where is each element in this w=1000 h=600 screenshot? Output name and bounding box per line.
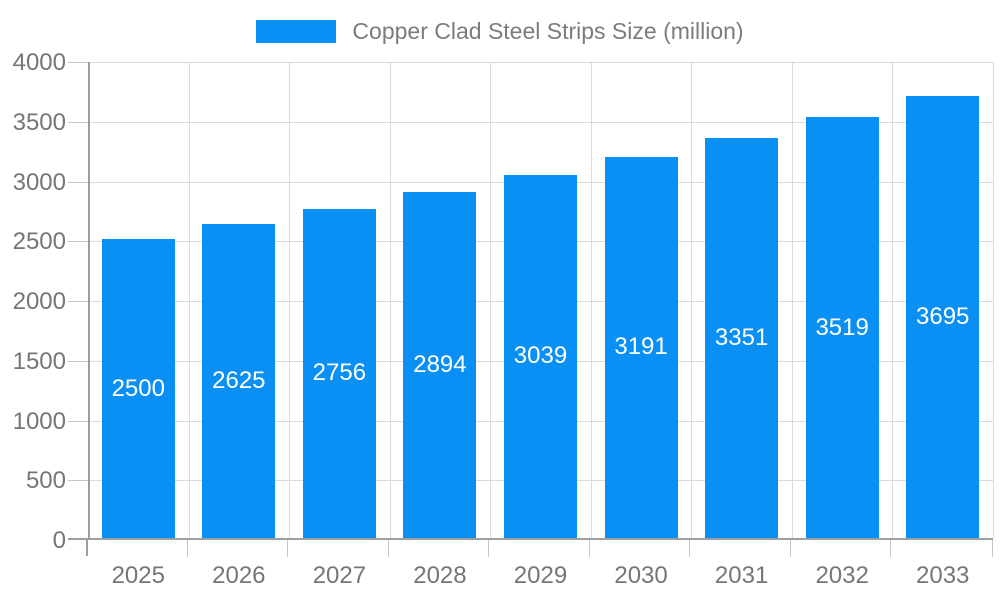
x-axis-tick	[387, 540, 389, 557]
y-axis-tick	[68, 480, 88, 482]
x-axis-tick-label: 2028	[413, 562, 467, 589]
y-axis-tick-label: 1000	[12, 407, 66, 435]
bar-value-label: 3519	[815, 313, 869, 341]
x-axis-tick-label: 2032	[815, 562, 869, 589]
bar: 3519	[805, 117, 879, 538]
bar: 3191	[604, 156, 678, 538]
x-axis-tick-label: 2030	[614, 562, 668, 589]
v-gridline	[791, 62, 793, 538]
plot-area: 2500 2625 2756 2894 3039 3191 3351 3519 3695	[88, 62, 994, 540]
bar: 2500	[101, 239, 175, 538]
y-axis-tick-label: 3500	[12, 108, 66, 136]
y-axis-tick-label: 2000	[12, 288, 66, 315]
v-gridline	[188, 62, 190, 538]
x-axis-tick-label: 2029	[513, 562, 568, 589]
x-axis-tick	[588, 540, 590, 557]
v-gridline	[389, 62, 391, 538]
v-gridline	[993, 62, 994, 538]
h-gridline	[90, 121, 993, 123]
y-axis-overhang	[86, 540, 88, 556]
y-axis-tick-label: 500	[25, 467, 66, 495]
bar-value-label: 2500	[111, 374, 165, 402]
x-axis-tick	[287, 540, 289, 557]
x-axis-tick-label: 2027	[312, 562, 367, 589]
chart-legend: Copper Clad Steel Strips Size (million)	[0, 18, 1000, 45]
x-axis-tick	[186, 540, 188, 557]
bar: 2894	[403, 192, 477, 538]
bar-value-label: 3191	[614, 333, 668, 361]
bar: 2756	[302, 208, 376, 538]
x-axis-tick-label: 2025	[111, 562, 165, 589]
bar-value-label: 3695	[916, 303, 970, 331]
v-gridline	[289, 62, 291, 538]
legend-series-label: Copper Clad Steel Strips Size (million)	[352, 18, 744, 44]
x-axis-tick	[789, 540, 791, 557]
y-axis-tick	[68, 181, 88, 183]
v-gridline	[691, 62, 693, 538]
y-axis-tick	[68, 121, 88, 123]
bar: 3695	[906, 96, 980, 538]
y-axis-tick	[68, 62, 88, 63]
y-axis-tick	[68, 301, 88, 302]
x-axis-overhang	[68, 538, 88, 540]
x-axis-tick	[689, 540, 691, 557]
y-axis-tick-label: 0	[52, 527, 66, 554]
x-axis-tick-label: 2031	[714, 562, 769, 589]
y-axis-tick-label: 3000	[12, 168, 66, 196]
y-axis-tick-label: 4000	[12, 49, 66, 76]
x-axis-tick	[890, 540, 892, 557]
bar: 2625	[202, 224, 276, 538]
bar: 3039	[504, 174, 577, 538]
h-gridline	[90, 62, 993, 63]
x-axis-tick-label: 2026	[212, 562, 266, 589]
y-axis-tick	[68, 360, 88, 362]
y-axis-tick-label: 2500	[12, 228, 66, 256]
bar-value-label: 2756	[312, 359, 367, 387]
bar-value-label: 2625	[212, 367, 266, 395]
y-axis-tick	[68, 420, 88, 422]
v-gridline	[590, 62, 592, 538]
bar: 3351	[705, 137, 779, 538]
y-axis-tick-label: 1500	[12, 347, 66, 375]
bar-value-label: 3039	[513, 342, 568, 370]
bar-value-label: 3351	[714, 323, 769, 351]
x-axis-tick-label: 2033	[916, 562, 970, 589]
y-axis-tick	[68, 241, 88, 243]
bar-value-label: 2894	[413, 351, 467, 379]
x-axis-tick	[992, 540, 993, 557]
x-axis-tick	[488, 540, 490, 557]
legend-color-swatch	[256, 20, 337, 43]
v-gridline	[490, 62, 492, 538]
v-gridline	[892, 62, 894, 538]
